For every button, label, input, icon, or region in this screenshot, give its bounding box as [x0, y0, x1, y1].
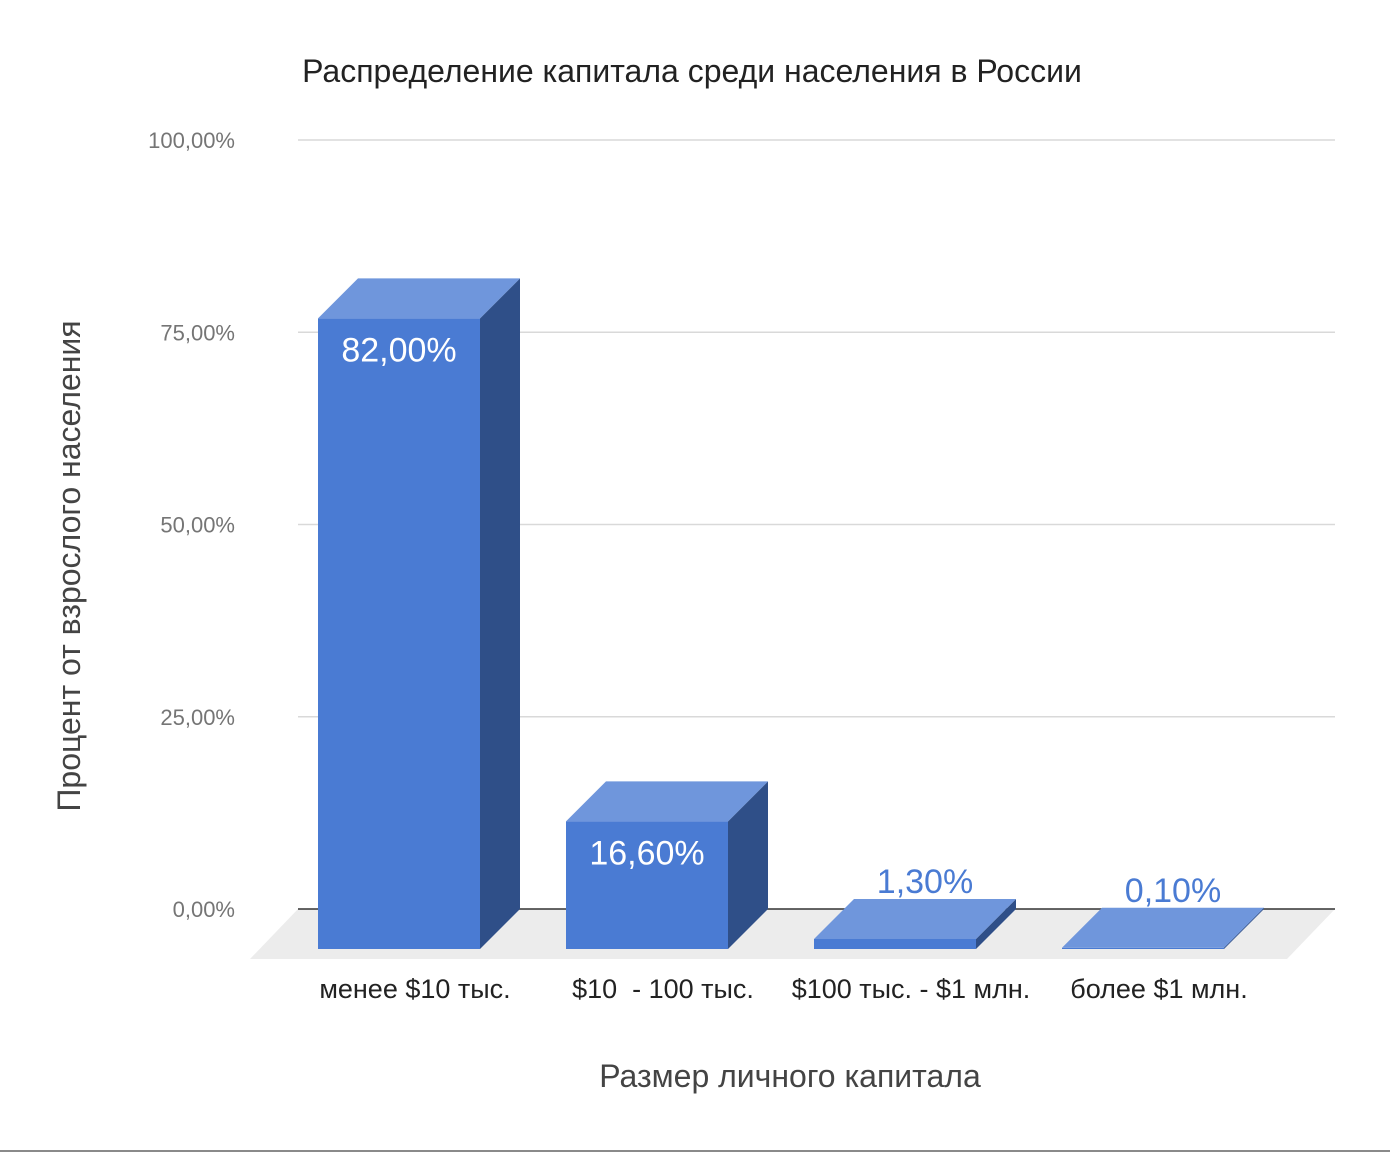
data-label: 0,10% [1125, 872, 1221, 910]
bar-side-face [728, 781, 768, 949]
y-tick-label: 100,00% [148, 128, 235, 153]
x-category-label: более $1 млн. [1070, 974, 1247, 1004]
x-axis-categories: менее $10 тыс. $10 - 100 тыс. $100 тыс. - … [319, 974, 1247, 1004]
y-axis-ticks: 0,00% 25,00% 50,00% 75,00% 100,00% [148, 128, 235, 922]
bar [1062, 907, 1264, 949]
bar-front-face [1062, 947, 1224, 949]
bar-front-face [566, 821, 728, 949]
y-tick-label: 50,00% [160, 513, 235, 538]
bar-top-face [318, 278, 520, 319]
y-axis-title: Процент от взрослого населения [51, 320, 87, 811]
data-labels: 82,00% 16,60% 1,30% 0,10% [341, 331, 1221, 909]
x-category-label: $10 - 100 тыс. [572, 974, 754, 1004]
bar-top-face [814, 899, 1016, 940]
data-label: 1,30% [877, 863, 973, 901]
bars [318, 278, 1264, 949]
bar [814, 899, 1016, 949]
y-tick-label: 75,00% [160, 320, 235, 345]
x-category-label: $100 тыс. - $1 млн. [792, 974, 1031, 1004]
bar-front-face [318, 318, 480, 949]
x-category-label: менее $10 тыс. [319, 974, 510, 1004]
bar-side-face [480, 278, 520, 949]
bar-top-face [566, 781, 768, 822]
data-label: 82,00% [341, 331, 456, 369]
bar [566, 781, 768, 949]
bar [318, 278, 520, 949]
chart-title: Распределение капитала среди населения в… [302, 53, 1082, 89]
bar-side-face [976, 899, 1016, 949]
x-axis-title: Размер личного капитала [599, 1058, 981, 1094]
bottom-divider [0, 1150, 1390, 1152]
y-tick-label: 25,00% [160, 705, 235, 730]
bar-top-face [1062, 907, 1264, 948]
bar-front-face [814, 939, 976, 949]
y-tick-label: 0,00% [173, 897, 235, 922]
data-label: 16,60% [589, 834, 704, 872]
bar-side-face [1224, 907, 1264, 949]
